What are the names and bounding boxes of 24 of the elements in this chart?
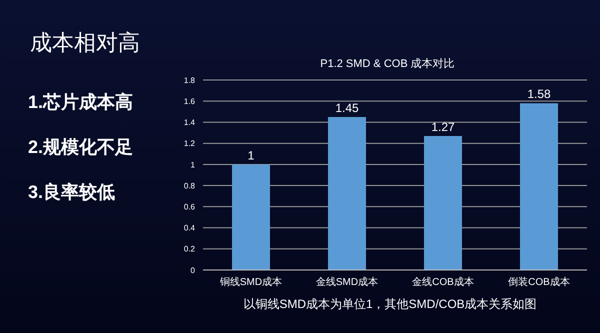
text: 1.芯片成本高 [28,91,134,114]
y-tick-label: 1.4 [184,118,196,128]
x-tick-label: 铜线SMD成本 [218,276,282,288]
y-tick-label: 0.2 [184,244,196,254]
x-tick-label: 倒装COB成本 [508,276,570,288]
y-tick-label: 1 [190,160,196,170]
text: 2.规模化不足 [28,136,134,159]
y-tick-label: 0 [190,266,196,275]
x-tick-label: 金线COB成本 [412,276,474,288]
y-tick-label: 1.8 [184,76,196,85]
text: 成本相对高 [30,29,140,57]
data-label: 1 [248,148,255,162]
y-tick-label: 0.6 [184,202,196,212]
y-tick-label: 0.4 [184,224,196,233]
data-label: 1.27 [431,120,455,134]
x-tick-label: 金线SMD成本 [316,276,378,288]
y-tick-label: 1.2 [184,139,196,148]
data-label: 1.45 [335,100,359,115]
chart-title: P1.2 SMD & COB 成本对比 [319,57,456,71]
text: 3.良率较低 [28,181,116,204]
text: 以铜线SMD成本为单位1，其他SMD/COB成本关系如图 [242,296,538,313]
y-tick-label: 0.8 [184,181,196,190]
y-tick-label: 1.6 [184,96,196,106]
data-label: 1.58 [527,87,551,102]
